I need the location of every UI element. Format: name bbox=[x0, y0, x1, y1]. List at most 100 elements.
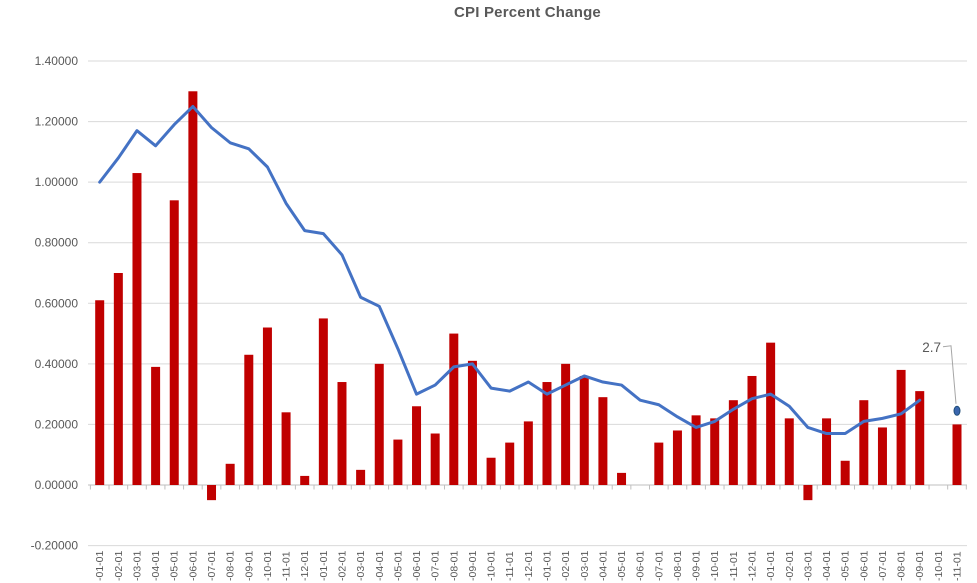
x-axis-tick-label: -11-01 bbox=[952, 551, 964, 581]
bar bbox=[95, 300, 105, 485]
x-axis-tick-label: -02-01 bbox=[560, 550, 572, 581]
x-axis-tick-label: -12-01 bbox=[746, 550, 758, 581]
x-axis-tick-label: -03-01 bbox=[131, 550, 143, 581]
bar bbox=[300, 475, 310, 485]
x-axis-tick-label: -10-01 bbox=[486, 550, 498, 581]
last-point-marker bbox=[953, 405, 961, 416]
x-axis-tick-label: -11-01 bbox=[728, 551, 740, 581]
bar bbox=[244, 354, 254, 485]
bar bbox=[579, 375, 589, 485]
bar bbox=[896, 369, 906, 485]
x-axis-tick-label: -06-01 bbox=[187, 550, 199, 581]
x-axis-tick-label: -08-01 bbox=[896, 550, 908, 581]
bar bbox=[561, 363, 571, 485]
x-axis-tick-label: -11-01 bbox=[504, 551, 516, 581]
bar bbox=[840, 460, 850, 485]
x-axis-tick-label: -04-01 bbox=[597, 550, 609, 581]
bar bbox=[262, 327, 272, 485]
bar bbox=[374, 363, 384, 485]
bar bbox=[542, 382, 552, 485]
bar bbox=[225, 463, 235, 485]
x-axis-tick-label: -01-01 bbox=[94, 550, 106, 581]
y-axis-tick-label: 1.00000 bbox=[35, 175, 79, 189]
y-axis-tick-label: 0.80000 bbox=[35, 236, 79, 250]
x-axis-tick-label: -04-01 bbox=[374, 550, 386, 581]
x-axis-tick-label: -07-01 bbox=[430, 550, 442, 581]
bar bbox=[877, 427, 887, 485]
x-axis-tick-label: -02-01 bbox=[336, 550, 348, 581]
x-axis-tick-label: -05-01 bbox=[840, 550, 852, 581]
x-axis-tick-label: -05-01 bbox=[392, 550, 404, 581]
x-axis-tick-label: -09-01 bbox=[914, 550, 926, 581]
x-axis-tick-label: -08-01 bbox=[225, 550, 237, 581]
y-axis-tick-label: 1.20000 bbox=[35, 115, 79, 129]
bar bbox=[412, 406, 422, 485]
x-axis-tick-label: -03-01 bbox=[579, 550, 591, 581]
x-axis-tick-label: -06-01 bbox=[858, 550, 870, 581]
x-axis-tick-label: -07-01 bbox=[653, 550, 665, 581]
x-axis-tick-label: -05-01 bbox=[616, 550, 628, 581]
x-axis-tick-label: -09-01 bbox=[691, 550, 703, 581]
x-axis-tick-label: -03-01 bbox=[355, 550, 367, 581]
x-axis-tick-label: -04-01 bbox=[150, 550, 162, 581]
trend-line bbox=[98, 104, 922, 436]
x-axis-tick-label: -09-01 bbox=[243, 550, 255, 581]
x-axis-tick-label: -02-01 bbox=[113, 550, 125, 581]
x-axis-tick-label: -04-01 bbox=[821, 550, 833, 581]
bar bbox=[281, 412, 291, 485]
bar bbox=[654, 442, 664, 485]
x-axis-tick-label: -01-01 bbox=[541, 550, 553, 581]
x-axis-tick-label: -08-01 bbox=[448, 550, 460, 581]
bar bbox=[915, 391, 925, 485]
bar bbox=[430, 433, 440, 485]
x-axis-tick-label: -05-01 bbox=[169, 550, 181, 581]
x-axis-tick-label: -01-01 bbox=[318, 550, 330, 581]
y-axis-tick-label: 0.00000 bbox=[35, 478, 79, 492]
bar bbox=[691, 415, 701, 485]
x-axis-tick-label: -10-01 bbox=[709, 550, 721, 581]
bar bbox=[151, 366, 161, 485]
bar bbox=[747, 375, 757, 485]
x-axis-tick-label: -10-01 bbox=[933, 550, 945, 581]
x-axis-tick-label: -01-01 bbox=[765, 550, 777, 581]
bar bbox=[505, 442, 515, 485]
bar bbox=[859, 400, 869, 485]
bar bbox=[486, 457, 496, 485]
bar bbox=[803, 485, 813, 501]
bar bbox=[467, 360, 477, 485]
bar bbox=[393, 439, 403, 485]
bar bbox=[337, 382, 347, 485]
annotation-label: 2.7 bbox=[922, 340, 941, 355]
y-axis-tick-label: 0.20000 bbox=[35, 417, 79, 431]
bar bbox=[356, 469, 366, 485]
bar bbox=[318, 318, 328, 485]
bar bbox=[169, 200, 179, 485]
bar bbox=[784, 418, 794, 485]
bar bbox=[617, 472, 627, 485]
x-axis-tick-label: -03-01 bbox=[802, 550, 814, 581]
x-axis-tick-label: -02-01 bbox=[784, 550, 796, 581]
chart-title: CPI Percent Change bbox=[454, 4, 601, 21]
x-axis-tick-label: -06-01 bbox=[411, 550, 423, 581]
bar bbox=[132, 173, 142, 485]
bar bbox=[207, 485, 217, 501]
bar bbox=[710, 418, 720, 485]
bar bbox=[188, 91, 198, 486]
x-axis-tick-label: -12-01 bbox=[523, 550, 535, 581]
annotation-leader-line bbox=[942, 345, 957, 404]
x-axis-tick-label: -07-01 bbox=[206, 550, 218, 581]
x-axis-tick-label: -07-01 bbox=[877, 550, 889, 581]
bar bbox=[449, 333, 459, 485]
y-axis-tick-label: 1.40000 bbox=[35, 54, 79, 68]
x-axis-tick-label: -12-01 bbox=[299, 550, 311, 581]
x-axis-tick-label: -06-01 bbox=[635, 550, 647, 581]
bar bbox=[952, 424, 962, 485]
x-axis-tick-label: -11-01 bbox=[281, 551, 293, 581]
bar bbox=[523, 421, 533, 485]
bar bbox=[728, 400, 738, 485]
x-axis-tick-label: -09-01 bbox=[467, 550, 479, 581]
bar bbox=[598, 397, 608, 485]
bar bbox=[672, 430, 682, 485]
y-axis-tick-label: 0.60000 bbox=[35, 296, 79, 310]
